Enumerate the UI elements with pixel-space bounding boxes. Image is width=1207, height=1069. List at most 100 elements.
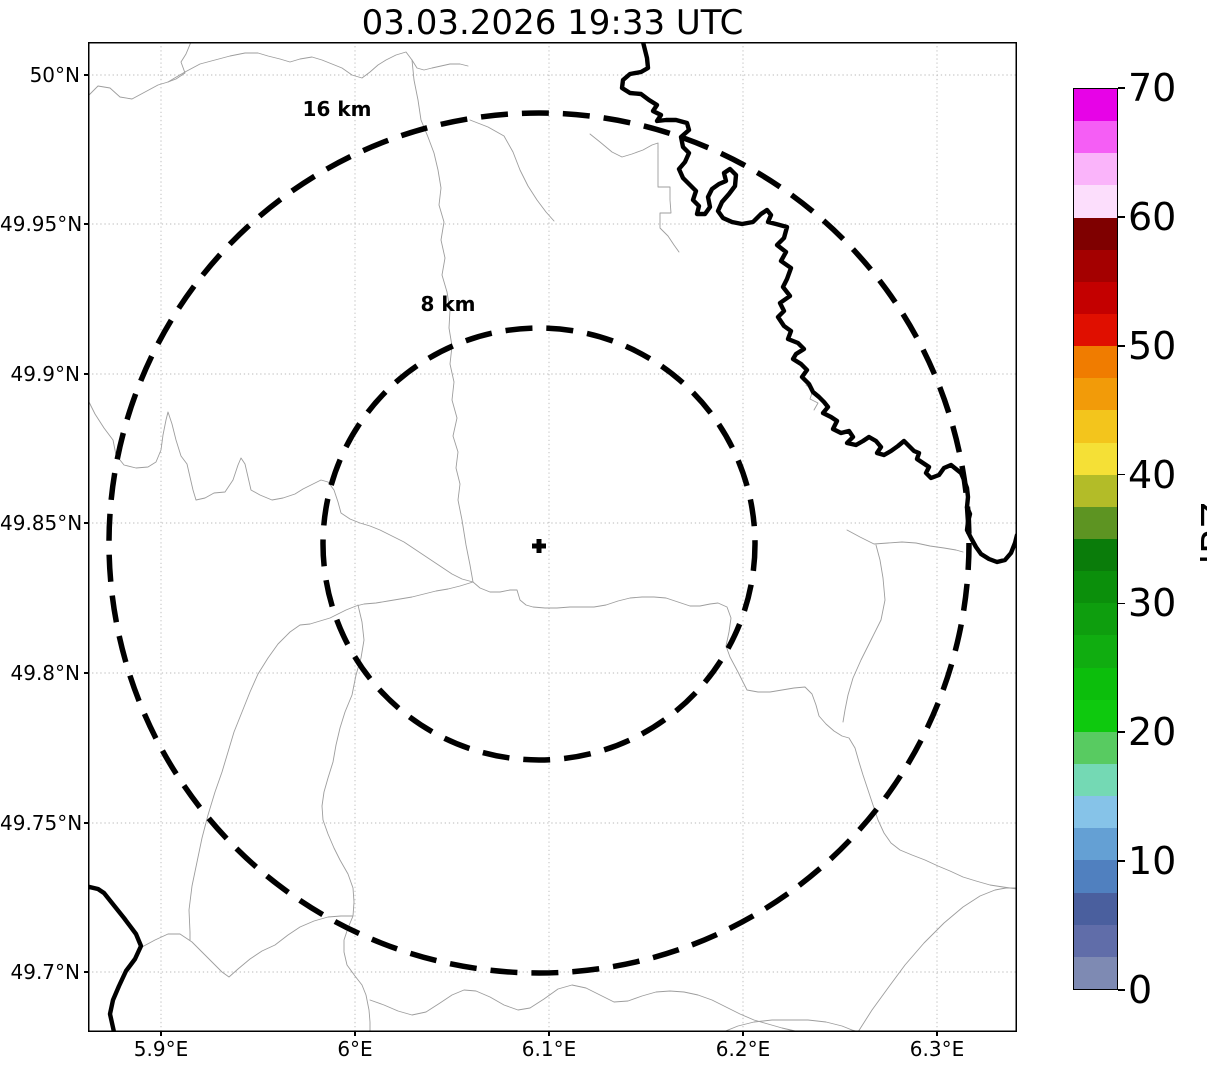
border-line xyxy=(842,544,886,723)
y-axis-tickmark xyxy=(84,522,88,524)
river-line xyxy=(88,884,144,1032)
border-line xyxy=(321,604,371,1032)
colorbar-tick-label: 10 xyxy=(1128,839,1177,884)
colorbar-tickmark xyxy=(1118,87,1125,89)
x-axis-tick-label: 5.9°E xyxy=(133,1037,189,1061)
colorbar-segment xyxy=(1074,217,1117,250)
border-line xyxy=(167,51,469,83)
x-axis-tickmark xyxy=(354,1032,356,1036)
border-line xyxy=(472,581,1017,890)
y-axis-tick-label: 49.85°N xyxy=(0,511,83,535)
y-axis-tickmark xyxy=(84,672,88,674)
colorbar-segment xyxy=(1074,538,1117,572)
colorbar-tickmark xyxy=(1118,473,1125,476)
border-line xyxy=(846,529,964,553)
border-line xyxy=(88,81,169,100)
colorbar-tick-label: 20 xyxy=(1128,710,1177,755)
x-axis-tick-label: 6.2°E xyxy=(715,1037,771,1061)
x-axis-tickmark xyxy=(742,1032,744,1036)
border-line xyxy=(88,399,474,583)
x-axis-tick-label: 6°E xyxy=(337,1037,373,1061)
border-line xyxy=(188,581,474,941)
y-axis-tick-label: 49.8°N xyxy=(10,661,81,685)
colorbar-segment xyxy=(1074,860,1117,893)
colorbar xyxy=(1073,88,1118,990)
colorbar-tickmark xyxy=(1118,860,1125,862)
colorbar-segment xyxy=(1074,828,1117,861)
x-axis-tick-label: 6.3°E xyxy=(909,1037,965,1061)
colorbar-segment xyxy=(1074,410,1117,443)
radar-map xyxy=(88,42,1017,1032)
colorbar-segment xyxy=(1074,346,1117,379)
y-axis-tick-label: 50°N xyxy=(29,63,80,87)
colorbar-segment xyxy=(1074,892,1117,925)
y-axis-tickmark xyxy=(84,373,88,375)
range-ring-16km xyxy=(106,110,972,976)
ring-label-8km: 8 km xyxy=(420,292,476,316)
y-axis-tickmark xyxy=(84,74,88,76)
x-axis-tickmark xyxy=(548,1032,550,1036)
y-axis-tick-label: 49.7°N xyxy=(10,960,81,984)
colorbar-segment xyxy=(1074,924,1117,957)
colorbar-tick-label: 50 xyxy=(1128,323,1177,368)
colorbar-label: dBZ xyxy=(1194,501,1207,579)
colorbar-segment xyxy=(1074,153,1117,186)
border-line xyxy=(589,133,680,253)
colorbar-segment xyxy=(1074,956,1117,989)
colorbar-tickmark xyxy=(1118,344,1125,347)
plot-border xyxy=(88,42,1017,1032)
colorbar-tick-label: 40 xyxy=(1128,452,1177,497)
colorbar-tickmark xyxy=(1118,731,1125,734)
y-axis-tick-label: 49.9°N xyxy=(10,362,81,386)
colorbar-segment xyxy=(1074,731,1117,764)
border-line xyxy=(369,984,809,1032)
colorbar-segment xyxy=(1074,442,1117,475)
colorbar-segment xyxy=(1074,506,1117,539)
colorbar-segment xyxy=(1074,635,1117,668)
colorbar-segment xyxy=(1074,796,1117,829)
colorbar-segment xyxy=(1074,699,1117,732)
colorbar-segment xyxy=(1074,185,1117,218)
x-axis-tick-label: 6.1°E xyxy=(521,1037,577,1061)
radar-site-marker-icon xyxy=(532,539,546,553)
y-axis-tick-label: 49.75°N xyxy=(0,811,83,835)
y-axis-tickmark xyxy=(84,223,88,225)
colorbar-segment xyxy=(1074,763,1117,797)
border-line xyxy=(722,1019,861,1032)
range-ring-8km xyxy=(320,325,758,763)
colorbar-tick-label: 0 xyxy=(1128,968,1153,1012)
colorbar-segment xyxy=(1074,667,1117,700)
border-line xyxy=(411,59,474,583)
x-axis-tickmark xyxy=(160,1032,162,1036)
border-line xyxy=(167,42,192,83)
y-axis-tick-label: 49.95°N xyxy=(0,212,83,236)
colorbar-tick-label: 30 xyxy=(1128,581,1177,626)
ring-label-16km: 16 km xyxy=(302,97,372,121)
river-line xyxy=(619,42,1017,565)
border-line xyxy=(141,915,354,978)
admin-border-lines xyxy=(88,42,1017,1032)
colorbar-tickmark xyxy=(1118,989,1125,991)
colorbar-tick-label: 60 xyxy=(1128,194,1177,239)
colorbar-tickmark xyxy=(1118,216,1125,218)
map-canvas xyxy=(88,42,1017,1032)
border-line xyxy=(469,119,555,222)
border-line xyxy=(857,887,1017,1032)
colorbar-segment xyxy=(1074,378,1117,411)
colorbar-segment xyxy=(1074,313,1117,347)
colorbar-segment xyxy=(1074,121,1117,154)
colorbar-segment xyxy=(1074,249,1117,282)
y-axis-tickmark xyxy=(84,971,88,973)
page-title: 03.03.2026 19:33 UTC xyxy=(361,3,744,43)
colorbar-segment xyxy=(1074,474,1117,507)
y-axis-tickmark xyxy=(84,822,88,824)
river-lines xyxy=(88,42,1017,1032)
colorbar-segment xyxy=(1074,89,1117,122)
x-axis-tickmark xyxy=(936,1032,938,1036)
colorbar-segment xyxy=(1074,281,1117,314)
colorbar-segment xyxy=(1074,571,1117,604)
gridlines xyxy=(88,42,1017,1032)
colorbar-segment xyxy=(1074,603,1117,636)
colorbar-tick-label: 70 xyxy=(1128,66,1177,110)
